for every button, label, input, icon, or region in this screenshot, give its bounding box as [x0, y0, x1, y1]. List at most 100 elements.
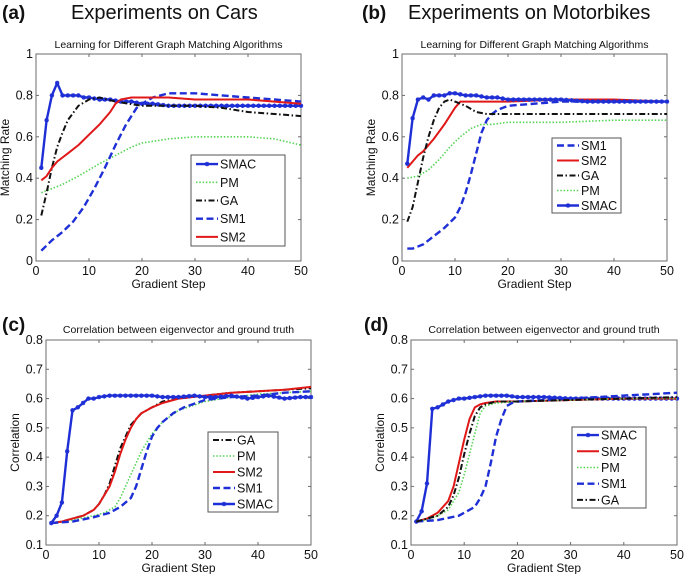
y-tick-label: 0.7 — [26, 362, 43, 376]
plot-b: Learning for Different Graph Matching Al… — [364, 39, 674, 291]
series-marker-smac — [548, 97, 553, 102]
series-marker-smac — [123, 393, 128, 398]
y-tick-label: 0.2 — [26, 509, 43, 523]
series-marker-smac — [504, 393, 509, 398]
series-marker-smac — [574, 98, 580, 103]
series-marker-smac — [477, 394, 483, 399]
series-marker-smac — [500, 96, 505, 101]
x-tick-label: 0 — [33, 264, 40, 278]
series-marker-smac — [537, 97, 542, 102]
y-tick-label: 0.7 — [391, 362, 408, 376]
x-tick-label: 0 — [43, 548, 50, 562]
x-axis-label: Gradient Step — [141, 561, 215, 574]
series-marker-smac — [155, 102, 161, 107]
series-marker-smac — [55, 80, 60, 86]
series-marker-smac — [192, 103, 198, 108]
legend-label-ga: GA — [220, 194, 239, 208]
legend-label-smac: SMAC — [601, 429, 637, 443]
series-marker-smac — [484, 95, 489, 100]
series-marker-smac — [664, 99, 670, 104]
series-marker-smac — [462, 396, 467, 401]
series-marker-smac — [133, 393, 139, 398]
series-marker-smac — [107, 393, 112, 398]
legend-label-sm2: SM2 — [220, 230, 246, 244]
series-marker-smac — [176, 103, 182, 108]
series-marker-smac — [150, 101, 155, 106]
series-marker-smac — [224, 393, 229, 399]
series-marker-smac — [245, 396, 250, 401]
series-marker-smac — [266, 393, 271, 398]
series-marker-smac — [532, 97, 537, 102]
x-tick-label: 20 — [501, 264, 515, 278]
plot-title: Correlation between eigenvector and grou… — [63, 324, 294, 336]
series-marker-smac — [648, 99, 654, 104]
series-marker-smac — [493, 393, 499, 398]
series-marker-smac — [54, 513, 59, 518]
series-marker-smac — [467, 395, 472, 401]
series-marker-smac — [536, 394, 541, 400]
series-marker-smac — [59, 500, 65, 505]
x-axis-label: Gradient Step — [131, 277, 205, 291]
legend-label-sm1: SM1 — [237, 482, 263, 496]
series-marker-smac — [213, 394, 218, 400]
series-marker-smac — [601, 99, 606, 104]
x-tick-label: 40 — [251, 548, 265, 562]
y-tick-label: 0.2 — [382, 213, 399, 227]
legend-label-sm2: SM2 — [237, 466, 263, 480]
series-marker-smac — [419, 509, 424, 514]
series-marker-smac — [39, 165, 44, 171]
x-tick-label: 30 — [564, 548, 578, 562]
y-tick-label: 0.6 — [16, 130, 33, 144]
x-tick-label: 40 — [617, 548, 631, 562]
series-marker-smac — [60, 93, 65, 98]
series-marker-smac — [643, 99, 648, 104]
series-marker-smac — [218, 394, 224, 399]
series-marker-smac — [495, 95, 500, 100]
series-marker-smac — [611, 99, 617, 104]
series-marker-smac — [521, 97, 527, 102]
series-marker-smac — [516, 97, 521, 102]
series-marker-smac — [261, 394, 266, 399]
series-marker-smac — [405, 161, 410, 166]
series-marker-smac — [76, 93, 81, 98]
legend: SMAC SM2 PM SM1 GA — [571, 426, 647, 509]
series-marker-smac — [123, 99, 129, 104]
series-marker-smac — [654, 99, 659, 104]
series-marker-smac — [288, 103, 293, 108]
series-marker-smac — [440, 402, 446, 407]
series-marker-smac — [627, 99, 633, 104]
y-tick-label: 0.6 — [382, 130, 399, 144]
x-tick-label: 20 — [145, 548, 159, 562]
series-marker-smac — [446, 399, 451, 404]
series-group — [405, 91, 670, 250]
series-marker-smac — [431, 93, 436, 98]
series-marker-smac — [118, 99, 123, 104]
series-marker-smac — [458, 92, 463, 97]
legend-label-pm: PM — [220, 176, 239, 190]
x-axis-label: Gradient Step — [507, 561, 581, 574]
series-marker-smac — [426, 97, 431, 102]
series-marker-smac — [251, 103, 256, 108]
series-marker-smac — [520, 394, 525, 400]
series-marker-smac — [272, 103, 277, 108]
series-marker-smac — [86, 95, 92, 100]
legend-marker-smac — [204, 161, 210, 167]
series-marker-smac — [197, 394, 202, 399]
x-tick-label: 0 — [399, 264, 406, 278]
series-marker-smac — [239, 395, 245, 400]
x-tick-label: 40 — [241, 264, 255, 278]
series-marker-smac — [447, 91, 452, 96]
legend-label-sm1: SM1 — [581, 139, 607, 153]
series-marker-smac — [430, 406, 435, 412]
series-marker-smac — [186, 393, 192, 399]
series-marker-smac — [456, 396, 462, 401]
series-marker-smac — [102, 97, 108, 102]
series-marker-smac — [287, 395, 292, 401]
plot-a: Learning for Different Graph Matching Al… — [0, 39, 308, 291]
plot-title: Learning for Different Graph Matching Al… — [54, 39, 282, 51]
panel-heading-a: Experiments on Cars — [71, 2, 258, 24]
y-tick-label: 0.4 — [382, 171, 399, 185]
series-marker-smac — [75, 405, 80, 410]
